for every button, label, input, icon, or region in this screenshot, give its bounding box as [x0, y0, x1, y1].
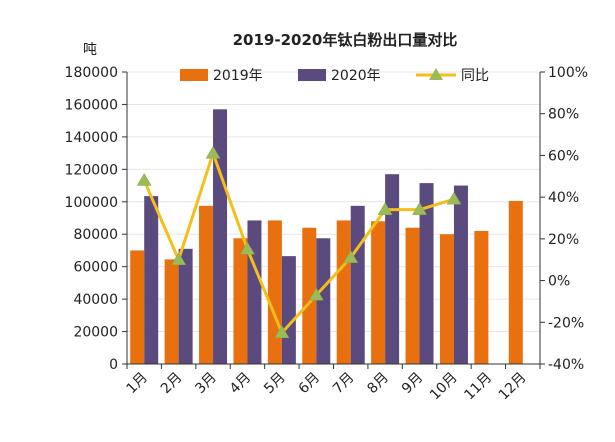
ratio-point-marker [343, 250, 359, 263]
x-axis-tick-label: 11月 [461, 370, 495, 404]
legend-swatch-ratio-marker [429, 68, 443, 80]
bar-2019 [130, 250, 145, 364]
ratio-point-marker [136, 172, 152, 186]
bar-2019 [302, 227, 317, 364]
ratio-point-marker [171, 252, 187, 265]
x-axis-tick-label: 9月 [399, 370, 427, 398]
right-axis-tick-label: 60% [548, 148, 579, 164]
x-axis-tick-label: 6月 [296, 370, 324, 398]
x-axis-tick-label: 10月 [427, 370, 461, 404]
right-axis-tick-label: 100% [548, 65, 588, 81]
bar-2019 [474, 230, 489, 364]
bar-2019 [405, 227, 420, 364]
bars [130, 109, 523, 364]
bar-2020 [213, 109, 228, 364]
legend-label-ratio: 同比 [461, 68, 489, 84]
bar-2020 [385, 174, 400, 364]
x-axis-tick-label: 2月 [158, 370, 186, 398]
legend: 2019年 2020年 同比 [180, 68, 489, 84]
left-axis-tick-label: 60000 [73, 260, 118, 276]
right-axis-tick-label: 80% [548, 107, 579, 123]
legend-swatch-2019 [180, 69, 208, 81]
left-axis-tick-label: 160000 [65, 97, 118, 113]
x-axis-tick-label: 7月 [330, 370, 358, 398]
x-axis-tick-label: 4月 [227, 370, 255, 398]
left-axis-tick-label: 0 [109, 357, 118, 373]
chart-title: 2019-2020年钛白粉出口量对比 [233, 31, 458, 49]
legend-swatch-2020 [298, 69, 326, 81]
bar-2020 [419, 183, 434, 364]
ratio-point-marker [308, 287, 324, 301]
right-axis-tick-label: 20% [548, 232, 579, 248]
bar-2020 [350, 205, 365, 364]
bar-2019 [508, 200, 523, 364]
ratio-point-marker [446, 191, 462, 205]
x-axis-tick-label: 1月 [124, 370, 152, 398]
left-axis-tick-label: 120000 [65, 162, 118, 178]
legend-label-2019: 2019年 [213, 68, 263, 84]
bar-2020 [178, 248, 193, 364]
bar-2020 [316, 238, 331, 364]
ratio-point-marker [412, 202, 427, 215]
ratio-point-marker [377, 202, 393, 215]
bar-2019 [233, 238, 248, 364]
ratio-point-marker [205, 145, 221, 159]
left-axis-tick-label: 80000 [73, 227, 118, 243]
bar-2019 [371, 221, 386, 364]
x-axis-tick-label: 12月 [496, 370, 530, 404]
y-axis-unit-label: 吨 [83, 42, 97, 58]
bar-2020 [453, 185, 468, 364]
left-axis-tick-label: 100000 [65, 195, 118, 211]
x-axis-tick-label: 5月 [261, 370, 289, 398]
left-axis-tick-label: 140000 [65, 130, 118, 146]
ratio-point-marker [240, 241, 255, 255]
bar-2019 [199, 205, 214, 364]
bar-2019 [439, 234, 454, 364]
right-axis-tick-label: -40% [548, 357, 584, 373]
ratio-line [136, 145, 462, 338]
ratio-point-marker [274, 325, 290, 338]
ratio-series-line [142, 151, 455, 335]
left-axis-tick-label: 40000 [73, 292, 118, 308]
left-axis-tick-label: 180000 [65, 65, 118, 81]
legend-label-2020: 2020年 [331, 68, 381, 84]
x-axis-tick-label: 3月 [192, 370, 220, 398]
right-axis-tick-label: 0% [548, 274, 570, 290]
left-axis-tick-label: 20000 [73, 325, 118, 341]
bar-2019 [164, 259, 179, 364]
right-axis-tick-label: 40% [548, 190, 579, 206]
bar-2020 [281, 256, 296, 364]
x-axis-tick-label: 8月 [364, 370, 392, 398]
bar-2019 [267, 220, 282, 364]
bar-2020 [144, 196, 159, 364]
bar-2020 [247, 220, 262, 364]
right-axis-tick-label: -20% [548, 315, 584, 331]
bar-2019 [336, 220, 351, 364]
